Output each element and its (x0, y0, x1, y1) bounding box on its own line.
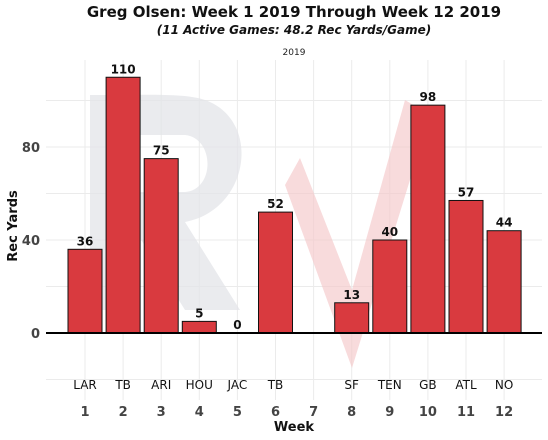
opponent-label: JAC (227, 378, 248, 392)
opponent-label: HOU (186, 378, 213, 392)
bar-week-3 (143, 158, 179, 334)
bar-week-2 (105, 76, 141, 334)
bar-week-4 (181, 320, 217, 334)
x-tick-label: 2 (119, 405, 128, 420)
bar-week-8 (334, 302, 370, 334)
x-tick-label: 10 (419, 405, 437, 420)
data-label-week-9: 40 (381, 225, 398, 239)
opponent-label: TB (114, 378, 131, 392)
x-tick-label: 3 (157, 405, 166, 420)
y-axis-title: Rec Yards (6, 190, 21, 262)
opponent-label: GB (419, 378, 437, 392)
x-tick-label: 7 (309, 405, 318, 420)
data-label-week-3: 75 (153, 144, 170, 158)
opponent-label: ATL (455, 378, 477, 392)
opponent-label: LAR (73, 378, 97, 392)
y-tick-label: 0 (31, 327, 40, 342)
chart-subtitle: (11 Active Games: 48.2 Rec Yards/Game) (157, 23, 431, 37)
opponent-label: SF (344, 378, 359, 392)
bar-week-10 (410, 104, 446, 334)
data-label-week-4: 5 (195, 306, 203, 320)
x-tick-label: 4 (195, 405, 204, 420)
bar-week-11 (448, 199, 484, 334)
chart-title: Greg Olsen: Week 1 2019 Through Week 12 … (87, 3, 501, 21)
bar-week-6 (258, 211, 293, 334)
data-label-week-12: 44 (496, 216, 513, 230)
data-label-week-8: 13 (343, 288, 360, 302)
opponent-label: ARI (151, 378, 171, 392)
opponent-label: TB (267, 378, 284, 392)
data-label-week-6: 52 (267, 197, 284, 211)
y-tick-labels: 0 40 80 (22, 141, 40, 342)
bar-week-1 (67, 248, 103, 334)
opponent-labels: LAR TB ARI HOU JAC TB SF TEN GB ATL NO (73, 378, 513, 392)
data-labels: 36 110 75 5 0 52 13 40 98 57 44 (77, 62, 513, 332)
opponent-label: NO (495, 378, 513, 392)
x-tick-label: 5 (233, 405, 242, 420)
data-label-week-10: 98 (420, 90, 437, 104)
data-label-week-2: 110 (111, 62, 136, 76)
x-tick-label: 12 (495, 405, 513, 420)
data-label-week-5: 0 (233, 318, 241, 332)
y-tick-label: 80 (22, 141, 40, 156)
x-axis-title: Week (274, 420, 315, 435)
y-tick-label: 40 (22, 234, 40, 249)
x-tick-label: 6 (271, 405, 280, 420)
bar-week-9 (372, 239, 408, 334)
x-tick-label: 9 (385, 405, 394, 420)
facet-strip-label: 2019 (283, 48, 306, 58)
x-tick-label: 8 (347, 405, 356, 420)
x-tick-label: 11 (457, 405, 475, 420)
bar-week-12 (486, 230, 522, 334)
opponent-label: TEN (377, 378, 402, 392)
bars (67, 76, 522, 334)
data-label-week-11: 57 (458, 185, 475, 199)
x-tick-labels: 1 2 3 4 5 6 7 8 9 10 11 12 (80, 405, 513, 420)
data-label-week-1: 36 (77, 234, 94, 248)
x-tick-label: 1 (80, 405, 89, 420)
